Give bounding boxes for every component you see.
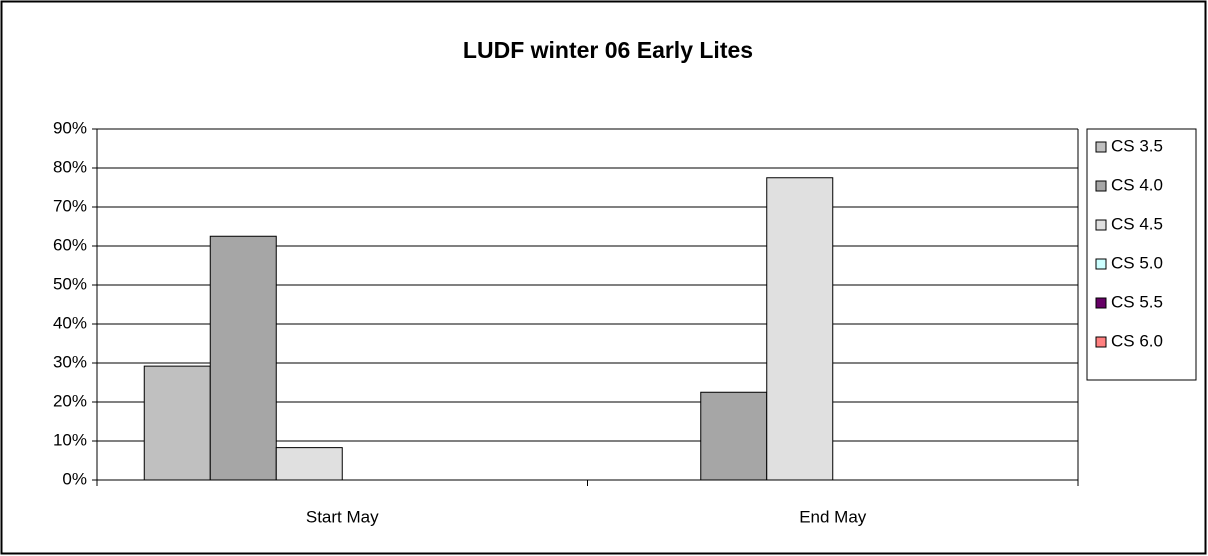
bar [275,447,343,481]
legend-swatch [1095,258,1107,270]
y-tick-label: 50% [53,274,87,293]
legend-label: CS 4.0 [1111,175,1163,194]
x-tick-label: Start May [306,507,379,526]
legend-label: CS 5.0 [1111,253,1163,272]
bar [766,177,834,481]
y-tick-label: 0% [62,469,87,488]
y-tick-label: 90% [53,118,87,137]
legend-swatch [1095,219,1107,231]
legend-label: CS 5.5 [1111,292,1163,311]
y-tick-label: 60% [53,235,87,254]
legend-swatch [1095,141,1107,153]
y-tick-label: 20% [53,391,87,410]
bar [700,391,768,481]
bar [209,235,277,481]
legend-swatch [1095,336,1107,348]
x-tick-label: End May [799,507,867,526]
y-tick-label: 10% [53,430,87,449]
legend-label: CS 4.5 [1111,214,1163,233]
legend-label: CS 6.0 [1111,331,1163,350]
legend-swatch [1095,180,1107,192]
y-tick-label: 40% [53,313,87,332]
y-tick-label: 70% [53,196,87,215]
legend-label: CS 3.5 [1111,136,1163,155]
legend-swatch [1095,297,1107,309]
chart-title: LUDF winter 06 Early Lites [463,37,753,63]
y-tick-label: 30% [53,352,87,371]
y-tick-label: 80% [53,157,87,176]
bar [143,365,211,481]
